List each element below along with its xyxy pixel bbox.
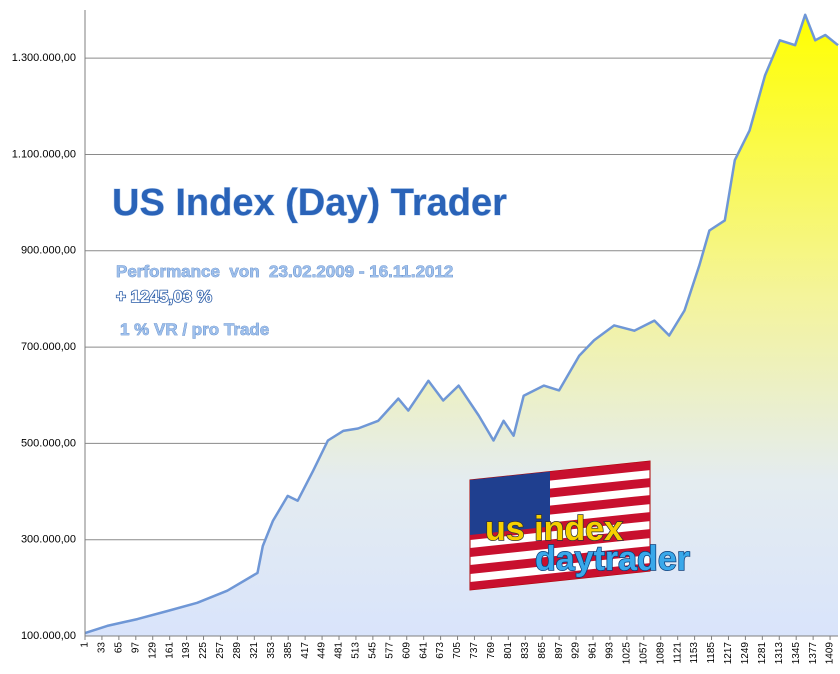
x-tick-label: 353 xyxy=(266,642,277,659)
x-tick-label: 1409 xyxy=(825,642,836,665)
x-tick-label: 65 xyxy=(114,642,125,654)
x-tick-label: 801 xyxy=(503,642,514,659)
x-tick-label: 257 xyxy=(215,642,226,659)
x-tick-label: 1 xyxy=(80,642,91,648)
y-tick-label: 100.000,00 xyxy=(21,630,76,642)
x-tick-label: 33 xyxy=(97,642,108,654)
x-tick-label: 1345 xyxy=(791,642,802,665)
y-tick-label: 1.100.000,00 xyxy=(12,148,76,160)
x-tick-label: 993 xyxy=(605,642,616,659)
x-tick-label: 513 xyxy=(351,642,362,659)
x-tick-label: 1089 xyxy=(655,642,666,665)
x-tick-label: 1217 xyxy=(723,642,734,665)
x-tick-label: 1153 xyxy=(689,642,700,664)
x-tick-label: 705 xyxy=(452,642,463,659)
x-tick-label: 641 xyxy=(418,642,429,659)
y-tick-label: 700.000,00 xyxy=(21,341,76,353)
x-tick-label: 1025 xyxy=(622,642,633,665)
x-tick-label: 1249 xyxy=(740,642,751,665)
x-tick-label: 833 xyxy=(520,642,531,659)
x-tick-label: 1313 xyxy=(774,642,785,665)
logo: us index daytrader xyxy=(469,460,691,591)
x-tick-label: 225 xyxy=(198,642,209,659)
x-tick-label: 1281 xyxy=(757,642,768,665)
chart-title: US Index (Day) Trader xyxy=(112,182,507,224)
x-tick-label: 385 xyxy=(283,642,294,659)
x-tick-label: 545 xyxy=(368,642,379,659)
x-tick-label: 929 xyxy=(571,642,582,659)
y-tick-label: 500.000,00 xyxy=(21,437,76,449)
x-tick-label: 673 xyxy=(435,642,446,659)
y-tick-label: 900.000,00 xyxy=(21,245,76,257)
x-tick-label: 1057 xyxy=(638,642,649,665)
y-tick-label: 1.300.000,00 xyxy=(12,52,76,64)
risk-note: 1 % VR / pro Trade xyxy=(120,320,269,339)
x-tick-label: 961 xyxy=(588,642,599,659)
x-tick-label: 865 xyxy=(537,642,548,659)
logo-text: us index xyxy=(485,510,623,548)
x-tick-label: 321 xyxy=(249,642,260,659)
x-tick-label: 193 xyxy=(181,642,192,659)
logo-text: daytrader xyxy=(535,540,690,578)
performance: + 1245,03 % xyxy=(116,287,212,306)
y-tick-label: 300.000,00 xyxy=(21,534,76,546)
x-tick-label: 609 xyxy=(401,642,412,659)
x-tick-label: 1377 xyxy=(808,642,819,665)
flag xyxy=(469,460,651,591)
x-tick-label: 897 xyxy=(554,642,565,659)
x-tick-label: 289 xyxy=(232,642,243,659)
x-tick-label: 97 xyxy=(130,642,141,654)
x-tick-label: 129 xyxy=(147,642,158,659)
line xyxy=(84,13,839,635)
x-tick-label: 769 xyxy=(486,642,497,659)
x-tick-label: 449 xyxy=(317,642,328,659)
x-tick-label: 577 xyxy=(384,642,395,659)
x-tick-label: 1185 xyxy=(706,642,717,664)
x-tick-label: 1121 xyxy=(672,642,683,664)
x-tick-label: 417 xyxy=(300,642,311,659)
x-tick-label: 737 xyxy=(469,642,480,659)
x-tick-label: 161 xyxy=(164,642,175,659)
subtitle: Performance von 23.02.2009 - 16.11.2012 xyxy=(116,262,453,281)
x-tick-label: 481 xyxy=(334,642,345,659)
